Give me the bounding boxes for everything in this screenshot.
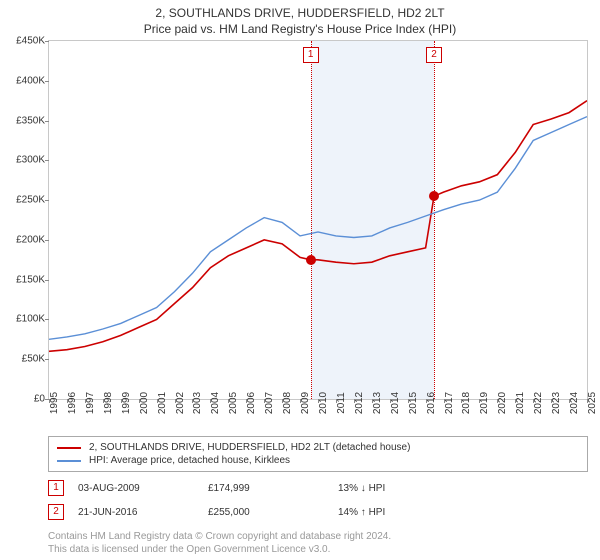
legend-label: HPI: Average price, detached house, Kirk… bbox=[89, 455, 290, 466]
x-axis-tick bbox=[461, 399, 462, 403]
x-axis-tick bbox=[372, 399, 373, 403]
legend-swatch bbox=[57, 447, 81, 449]
x-axis-tick bbox=[569, 399, 570, 403]
sale-price: £255,000 bbox=[208, 507, 338, 518]
x-axis-tick bbox=[533, 399, 534, 403]
series-line-hpi bbox=[49, 117, 587, 340]
x-axis-tick bbox=[121, 399, 122, 403]
chart-container: 2, SOUTHLANDS DRIVE, HUDDERSFIELD, HD2 2… bbox=[0, 0, 600, 560]
legend-row: HPI: Average price, detached house, Kirk… bbox=[57, 454, 579, 467]
x-axis-tick bbox=[336, 399, 337, 403]
x-axis-tick bbox=[49, 399, 50, 403]
x-axis-tick bbox=[175, 399, 176, 403]
x-axis-tick bbox=[426, 399, 427, 403]
y-axis-tick-label: £100K bbox=[1, 314, 45, 325]
sale-price: £174,999 bbox=[208, 483, 338, 494]
sale-point-dot bbox=[306, 255, 316, 265]
x-axis-tick bbox=[497, 399, 498, 403]
series-line-property bbox=[49, 101, 587, 352]
x-axis-tick bbox=[103, 399, 104, 403]
x-axis-tick bbox=[551, 399, 552, 403]
x-axis-tick bbox=[587, 399, 588, 403]
attribution-line: Contains HM Land Registry data © Crown c… bbox=[48, 530, 588, 543]
sale-date: 21-JUN-2016 bbox=[78, 507, 208, 518]
chart-subtitle: Price paid vs. HM Land Registry's House … bbox=[0, 20, 600, 40]
chart-title: 2, SOUTHLANDS DRIVE, HUDDERSFIELD, HD2 2… bbox=[0, 0, 600, 20]
y-axis-tick-label: £0 bbox=[1, 394, 45, 405]
x-axis-tick bbox=[390, 399, 391, 403]
x-axis-tick bbox=[318, 399, 319, 403]
sale-row: 1 03-AUG-2009£174,99913% ↓ HPI bbox=[48, 480, 588, 496]
y-axis-tick-label: £150K bbox=[1, 274, 45, 285]
sale-pct: 13% ↓ HPI bbox=[338, 483, 468, 494]
sale-row-marker: 2 bbox=[48, 504, 64, 520]
sale-point-dot bbox=[429, 191, 439, 201]
y-axis-tick-label: £50K bbox=[1, 354, 45, 365]
x-axis-tick bbox=[139, 399, 140, 403]
series-svg bbox=[49, 41, 587, 399]
legend-label: 2, SOUTHLANDS DRIVE, HUDDERSFIELD, HD2 2… bbox=[89, 442, 410, 453]
x-axis-tick bbox=[157, 399, 158, 403]
attribution-line: This data is licensed under the Open Gov… bbox=[48, 543, 588, 556]
x-axis-tick bbox=[479, 399, 480, 403]
x-axis-tick bbox=[210, 399, 211, 403]
x-axis-tick bbox=[192, 399, 193, 403]
x-axis-tick bbox=[282, 399, 283, 403]
sale-date: 03-AUG-2009 bbox=[78, 483, 208, 494]
x-axis-tick bbox=[408, 399, 409, 403]
y-axis-tick-label: £300K bbox=[1, 155, 45, 166]
y-axis-tick-label: £250K bbox=[1, 195, 45, 206]
legend-row: 2, SOUTHLANDS DRIVE, HUDDERSFIELD, HD2 2… bbox=[57, 441, 579, 454]
sale-row: 2 21-JUN-2016£255,00014% ↑ HPI bbox=[48, 504, 588, 520]
x-axis-tick bbox=[515, 399, 516, 403]
x-axis-tick bbox=[246, 399, 247, 403]
x-axis-tick bbox=[67, 399, 68, 403]
y-axis-tick-label: £400K bbox=[1, 75, 45, 86]
sales-list: 1 03-AUG-2009£174,99913% ↓ HPI 2 21-JUN-201… bbox=[48, 480, 588, 520]
x-axis-tick bbox=[264, 399, 265, 403]
x-axis-tick bbox=[85, 399, 86, 403]
sale-pct: 14% ↑ HPI bbox=[338, 507, 468, 518]
legend-swatch bbox=[57, 460, 81, 462]
chart-plot-area: £0£50K£100K£150K£200K£250K£300K£350K£400… bbox=[48, 40, 588, 400]
x-axis-tick bbox=[228, 399, 229, 403]
y-axis-tick-label: £350K bbox=[1, 115, 45, 126]
x-axis-tick bbox=[354, 399, 355, 403]
legend-box: 2, SOUTHLANDS DRIVE, HUDDERSFIELD, HD2 2… bbox=[48, 436, 588, 472]
x-axis-tick-label: 2025 bbox=[587, 392, 600, 414]
attribution-text: Contains HM Land Registry data © Crown c… bbox=[48, 530, 588, 556]
chart-footer: 2, SOUTHLANDS DRIVE, HUDDERSFIELD, HD2 2… bbox=[48, 436, 588, 556]
sale-row-marker: 1 bbox=[48, 480, 64, 496]
y-axis-tick-label: £200K bbox=[1, 234, 45, 245]
y-axis-tick-label: £450K bbox=[1, 36, 45, 47]
x-axis-tick bbox=[300, 399, 301, 403]
x-axis-tick bbox=[444, 399, 445, 403]
